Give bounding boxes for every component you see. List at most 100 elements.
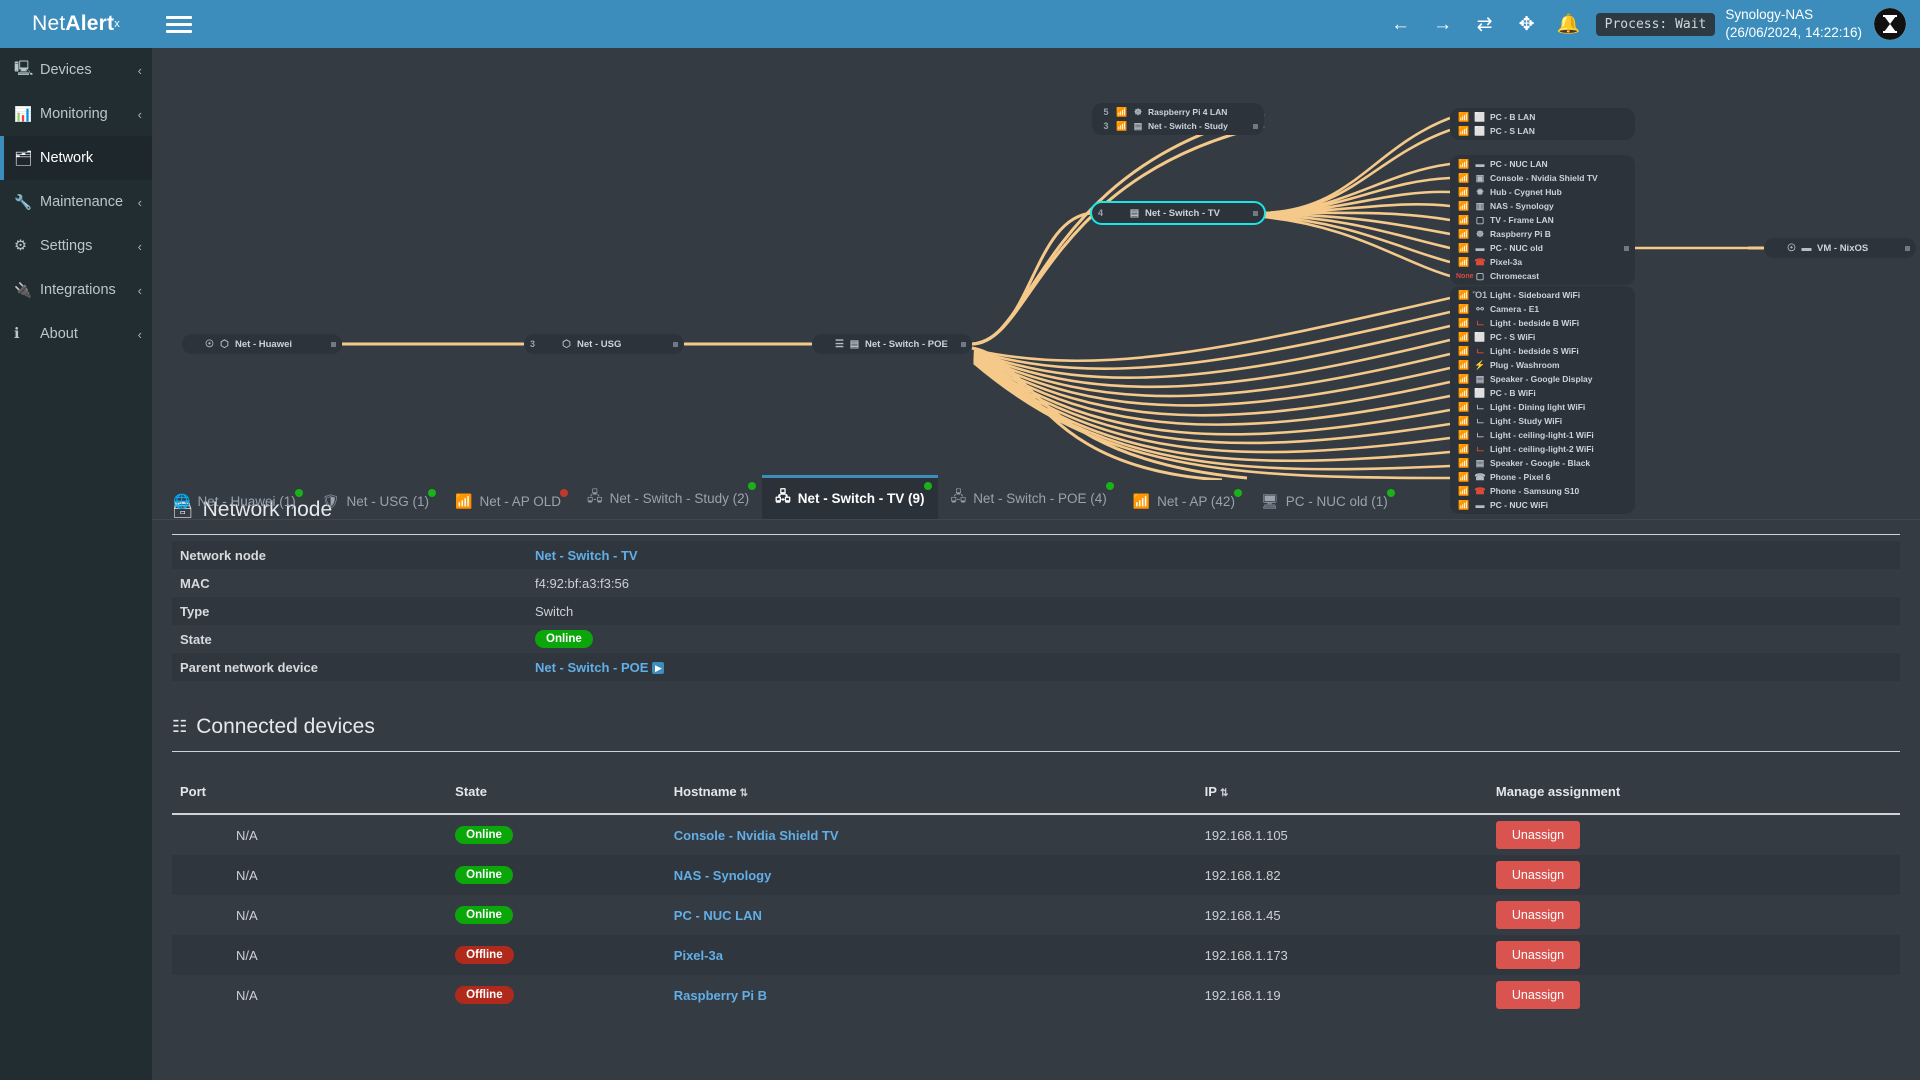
- device-link[interactable]: Console - Nvidia Shield TV: [673, 827, 839, 843]
- arrow-left-icon[interactable]: ←: [1391, 13, 1411, 35]
- map-device-row[interactable]: 📶 ▬ PC - NUC LAN: [1456, 157, 1629, 171]
- tab-net-switch-study-2[interactable]: 🖧 Net - Switch - Study (2): [574, 478, 762, 519]
- unassign-button[interactable]: Unassign: [1495, 941, 1581, 969]
- sidebar-item-maintenance[interactable]: 🔧 Maintenance ‹: [0, 180, 152, 224]
- status-badge: Online: [455, 906, 513, 924]
- node-anchor-handle[interactable]: [961, 341, 966, 347]
- unassign-button[interactable]: Unassign: [1495, 981, 1581, 1009]
- node-anchor-handle[interactable]: [673, 341, 678, 347]
- map-node-nixos[interactable]: ☉ ▬ VM - NixOS: [1764, 238, 1916, 258]
- tab-net-ap-42[interactable]: 📶 Net - AP (42): [1120, 485, 1248, 519]
- map-device-row[interactable]: 📶 ட Light - Dining light WiFi: [1456, 400, 1629, 414]
- map-device-label: Chromecast: [1490, 271, 1540, 281]
- move-icon[interactable]: ✥: [1518, 13, 1535, 35]
- app-logo[interactable]: Net Alert x: [0, 0, 152, 48]
- device-link[interactable]: PC - NUC LAN: [673, 907, 762, 923]
- map-device-row[interactable]: 📶 ✹ Hub - Cygnet Hub: [1456, 185, 1629, 199]
- map-node-usg[interactable]: 3 ⬡ Net - USG: [524, 334, 684, 354]
- map-device-row[interactable]: 📶 ▤ Speaker - Google Display: [1456, 372, 1629, 386]
- network-map[interactable]: ☉ ⬡ Net - Huawei 3 ⬡ Net - USG ☰ ▤ Net - Switch …: [152, 48, 1920, 514]
- map-device-row[interactable]: 📶 ☎ Pixel-3a: [1456, 255, 1629, 269]
- shield-icon: 🛡: [321, 493, 340, 509]
- sidebar-item-settings[interactable]: ⚙ Settings ‹: [0, 224, 152, 268]
- sidebar-item-about[interactable]: ℹ About ‹: [0, 312, 152, 356]
- node-link[interactable]: Net - Switch - TV: [535, 547, 638, 563]
- unassign-button[interactable]: Unassign: [1495, 901, 1581, 929]
- tab-net-usg-1[interactable]: 🛡 Net - USG (1): [309, 485, 442, 519]
- device-type-icon: ☎: [1474, 485, 1486, 496]
- tab-pc-nuc-old-1[interactable]: 🖥 PC - NUC old (1): [1248, 485, 1401, 519]
- sidebar-item-integrations[interactable]: 🔌 Integrations ‹: [0, 268, 152, 312]
- map-device-row[interactable]: 📶 ▬ PC - NUC old: [1456, 241, 1629, 255]
- map-device-label: Phone - Samsung S10: [1490, 486, 1580, 496]
- bell-icon[interactable]: 🔔: [1556, 13, 1581, 35]
- sidebar-item-monitoring[interactable]: 📊 Monitoring ‹: [0, 92, 152, 136]
- sidebar-item-devices[interactable]: 🖳 Devices ‹: [0, 48, 152, 92]
- hamburger-icon[interactable]: [166, 15, 192, 33]
- map-device-row[interactable]: 📶 ⚯ Camera - E1: [1456, 302, 1629, 316]
- map-device-row[interactable]: 📶 ⬜ PC - B WiFi: [1456, 386, 1629, 400]
- map-node-poe[interactable]: ☰ ▤ Net - Switch - POE: [812, 334, 972, 354]
- tab-net-huawei-1[interactable]: 🌐 Net - Huawei (1): [160, 485, 309, 519]
- map-device-row[interactable]: 📶 ⬜ PC - B LAN: [1456, 110, 1629, 124]
- sort-icon[interactable]: ⇅: [1219, 788, 1229, 799]
- tab-net-switch-poe-4[interactable]: 🖧 Net - Switch - POE (4): [938, 478, 1120, 519]
- node-anchor-handle[interactable]: [1253, 210, 1258, 216]
- row-label: Parent network device: [180, 659, 318, 675]
- column-header-ip[interactable]: IP ⇅: [1196, 776, 1488, 815]
- map-device-row[interactable]: None ▢ Chromecast: [1456, 269, 1629, 283]
- map-device-row[interactable]: 📶 ⬜ PC - S WiFi: [1456, 330, 1629, 344]
- sidebar-item-network[interactable]: 🗂 Network: [0, 136, 152, 180]
- sort-icon[interactable]: ⇅: [739, 788, 749, 799]
- main-content: ☉ ⬡ Net - Huawei 3 ⬡ Net - USG ☰ ▤ Net - Switch …: [152, 48, 1920, 1080]
- device-type-icon: ⬜: [1474, 111, 1486, 122]
- map-device-row[interactable]: 📶 ☎ Phone - Pixel 6: [1456, 470, 1629, 484]
- map-device-row[interactable]: 📶 ட Light - ceiling-light-1 WiFi: [1456, 428, 1629, 442]
- map-device-row[interactable]: 📶 ⬜ PC - S LAN: [1456, 124, 1629, 138]
- goto-arrow-icon[interactable]: ▶: [652, 661, 665, 674]
- map-device-row[interactable]: 📶 ☸ Raspberry Pi B: [1456, 227, 1629, 241]
- map-device-row[interactable]: 📶 ட Light - bedside B WiFi: [1456, 316, 1629, 330]
- map-device-row[interactable]: 📶 ட Light - Study WiFi: [1456, 414, 1629, 428]
- map-device-row[interactable]: 📶 ▢ TV - Frame LAN: [1456, 213, 1629, 227]
- tab-net-ap-old[interactable]: 📶 Net - AP OLD: [442, 485, 574, 519]
- device-link[interactable]: Raspberry Pi B: [673, 987, 767, 1003]
- map-device-row[interactable]: 📶 ட Light - bedside S WiFi: [1456, 344, 1629, 358]
- node-anchor-handle[interactable]: [331, 341, 336, 347]
- avatar[interactable]: [1874, 8, 1906, 40]
- node-anchor-handle[interactable]: [1624, 245, 1629, 251]
- map-device-row[interactable]: 📶 ட Light - ceiling-light-2 WiFi: [1456, 442, 1629, 456]
- unassign-button[interactable]: Unassign: [1495, 821, 1581, 849]
- map-node-tv[interactable]: 4 ▤ Net - Switch - TV: [1090, 201, 1266, 225]
- wifi-status-icon: 📶: [1458, 457, 1470, 468]
- map-device-row[interactable]: 📶 ▥ NAS - Synology: [1456, 199, 1629, 213]
- unassign-button[interactable]: Unassign: [1495, 861, 1581, 889]
- device-link[interactable]: Pixel-3a: [673, 947, 723, 963]
- table-row: N/A Offline Raspberry Pi B 192.168.1.19 Unas…: [172, 975, 1900, 1015]
- device-link[interactable]: NAS - Synology: [673, 867, 772, 883]
- map-device-row[interactable]: 📶 ☎ Phone - Samsung S10: [1456, 484, 1629, 498]
- map-device-row[interactable]: 📶 ▣ Console - Nvidia Shield TV: [1456, 171, 1629, 185]
- map-device-row[interactable]: 3 📶 ▤ Net - Switch - Study: [1098, 119, 1258, 133]
- map-device-row[interactable]: 📶 Ὂ1 Light - Sideboard WiFi: [1456, 288, 1629, 302]
- parent-node-link[interactable]: Net - Switch - POE: [535, 659, 649, 675]
- tab-net-switch-tv-9[interactable]: 🖧 Net - Switch - TV (9): [762, 475, 938, 519]
- node-anchor-handle[interactable]: [1905, 245, 1910, 251]
- map-node-label: Net - USG: [577, 338, 622, 350]
- cell-port: N/A: [236, 827, 258, 843]
- node-anchor-handle[interactable]: [1253, 123, 1258, 129]
- node-tab-bar[interactable]: 🌐 Net - Huawei (1) 🛡 Net - USG (1) 📶 Net - AP…: [152, 475, 1920, 520]
- map-device-row[interactable]: 📶 ▬ PC - NUC WiFi: [1456, 498, 1629, 512]
- table-header-row: Port State Hostname ⇅ IP ⇅ Manage assignment: [172, 776, 1900, 815]
- arrow-right-icon[interactable]: →: [1433, 13, 1453, 35]
- map-device-row[interactable]: 📶 ▤ Speaker - Google - Black: [1456, 456, 1629, 470]
- map-device-row[interactable]: 5 📶 ☸ Raspberry Pi 4 LAN: [1098, 105, 1258, 119]
- column-header-hostname[interactable]: Hostname ⇅: [665, 776, 1197, 815]
- map-node-huawei[interactable]: ☉ ⬡ Net - Huawei: [182, 334, 342, 354]
- status-dot: [748, 482, 757, 490]
- column-header-manage-assignment: Manage assignment: [1487, 776, 1900, 815]
- device-type-icon: ட: [1476, 345, 1484, 355]
- refresh-icon[interactable]: ⇄: [1476, 13, 1493, 35]
- map-device-row[interactable]: 📶 ⚡ Plug - Washroom: [1456, 358, 1629, 372]
- connected-devices-title: ☷ Connected devices: [172, 715, 1900, 752]
